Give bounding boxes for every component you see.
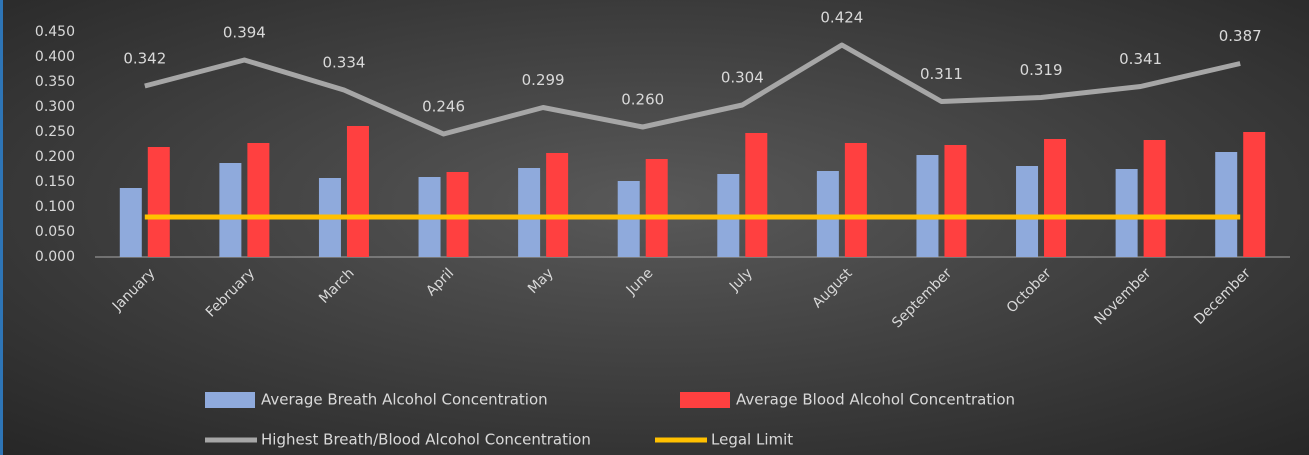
data-label: 0.260 [621, 91, 664, 109]
bar [1016, 166, 1039, 257]
bar [147, 147, 170, 257]
legend-label: Highest Breath/Blood Alcohol Concentrati… [261, 431, 591, 449]
data-label: 0.319 [1020, 61, 1063, 79]
bar [1243, 132, 1266, 257]
line [144, 42, 1241, 137]
data-label: 0.394 [223, 24, 266, 42]
y-tick-label: 0.050 [35, 224, 75, 240]
y-tick-label: 0.400 [35, 49, 75, 65]
bar [346, 126, 369, 257]
bar [745, 133, 768, 257]
y-tick-label: 0.100 [35, 199, 75, 215]
legend-label: Average Blood Alcohol Concentration [736, 391, 1015, 409]
bar [916, 155, 939, 257]
data-label: 0.299 [522, 71, 565, 89]
bar [119, 188, 142, 257]
bar [944, 145, 967, 257]
data-label: 0.246 [422, 98, 465, 116]
y-tick-label: 0.250 [35, 124, 75, 140]
data-label: 0.341 [1119, 50, 1162, 68]
y-tick-label: 0.450 [35, 24, 75, 40]
border [0, 0, 3, 455]
data-label: 0.387 [1219, 27, 1262, 45]
y-tick-label: 0.350 [35, 74, 75, 90]
data-label: 0.342 [123, 50, 166, 68]
legend-swatch [205, 392, 255, 408]
bar [844, 143, 867, 257]
y-tick-label: 0.200 [35, 149, 75, 165]
bar [518, 168, 541, 257]
bar [546, 153, 569, 257]
bar [1215, 152, 1238, 257]
bar [1044, 139, 1067, 257]
bar [1115, 169, 1138, 257]
data-label: 0.424 [820, 9, 863, 27]
y-tick-label: 0.000 [35, 249, 75, 265]
bar [247, 143, 270, 257]
bar [219, 163, 242, 257]
legend-label: Legal Limit [711, 431, 793, 449]
bar [645, 159, 668, 257]
legend-swatch [680, 392, 730, 408]
y-tick-label: 0.150 [35, 174, 75, 190]
y-tick-label: 0.300 [35, 99, 75, 115]
data-label: 0.311 [920, 65, 963, 83]
data-label: 0.304 [721, 69, 764, 87]
bar [1143, 140, 1166, 257]
legend-label: Average Breath Alcohol Concentration [261, 391, 548, 409]
data-label: 0.334 [322, 54, 365, 72]
bar [816, 171, 839, 257]
